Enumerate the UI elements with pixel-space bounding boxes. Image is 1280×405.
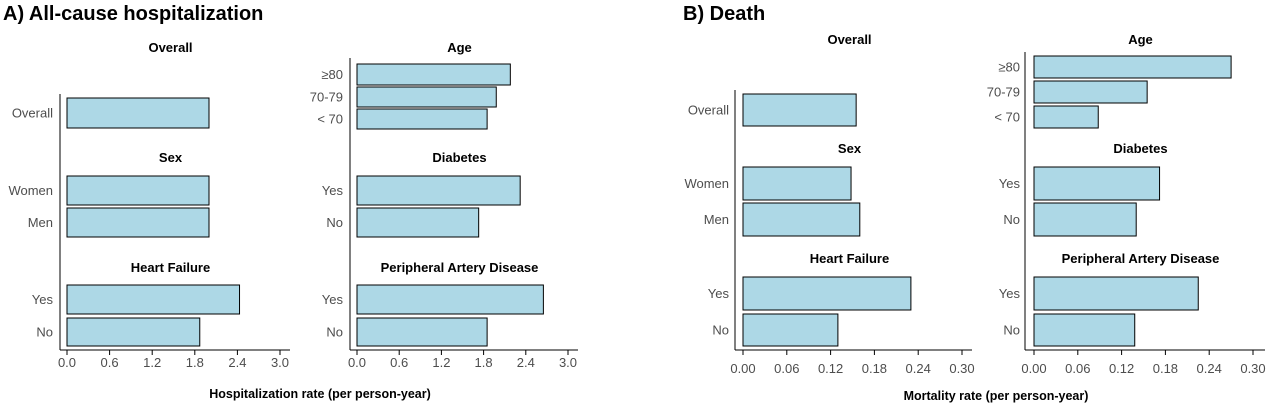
category-label: No bbox=[326, 325, 343, 340]
category-label: ≥80 bbox=[998, 60, 1020, 75]
x-tick-label: 0.12 bbox=[818, 361, 843, 376]
x-tick-label: 0.6 bbox=[101, 355, 119, 370]
x-tick-label: 0.06 bbox=[1065, 361, 1090, 376]
subplot-title: Sex bbox=[838, 141, 862, 156]
bar bbox=[66, 207, 210, 238]
subplot-title: Overall bbox=[827, 32, 871, 47]
subplot-title: Peripheral Artery Disease bbox=[1062, 251, 1220, 266]
bar bbox=[742, 202, 861, 237]
bar bbox=[356, 284, 544, 315]
subplot-title: Sex bbox=[159, 150, 183, 165]
bar bbox=[66, 284, 241, 315]
category-label: Men bbox=[704, 212, 729, 227]
category-label: No bbox=[1003, 323, 1020, 338]
bar bbox=[66, 175, 210, 206]
category-label: No bbox=[1003, 212, 1020, 227]
x-tick-label: 2.4 bbox=[228, 355, 246, 370]
bar bbox=[1033, 276, 1199, 311]
x-axis-title: Mortality rate (per person-year) bbox=[904, 389, 1089, 403]
x-axis-title: Hospitalization rate (per person-year) bbox=[209, 387, 431, 401]
x-tick-label: 0.30 bbox=[1240, 361, 1265, 376]
category-label: < 70 bbox=[994, 110, 1020, 125]
category-label: 70-79 bbox=[987, 85, 1020, 100]
x-tick-label: 0.18 bbox=[1153, 361, 1178, 376]
bar bbox=[742, 166, 852, 201]
bar bbox=[356, 63, 511, 86]
category-label: Yes bbox=[32, 292, 54, 307]
category-label: Yes bbox=[708, 286, 730, 301]
category-label: Women bbox=[684, 176, 729, 191]
panel-title: B) Death bbox=[683, 3, 765, 25]
subplot-title: Diabetes bbox=[432, 150, 486, 165]
bar bbox=[1033, 313, 1136, 347]
x-tick-label: 1.8 bbox=[475, 355, 493, 370]
bar bbox=[742, 93, 857, 127]
bar bbox=[356, 108, 488, 130]
category-label: No bbox=[36, 325, 53, 340]
x-tick-label: 0.24 bbox=[1197, 361, 1222, 376]
subplot-title: Overall bbox=[148, 40, 192, 55]
bar bbox=[742, 313, 839, 347]
category-label: Yes bbox=[322, 183, 344, 198]
x-tick-label: 2.4 bbox=[517, 355, 535, 370]
bar bbox=[1033, 55, 1232, 79]
category-label: Men bbox=[28, 215, 53, 230]
category-label: No bbox=[712, 323, 729, 338]
panel-title: A) All-cause hospitalization bbox=[3, 3, 263, 25]
subplot-title: Heart Failure bbox=[131, 260, 210, 275]
bar bbox=[1033, 105, 1099, 129]
x-tick-label: 0.0 bbox=[58, 355, 76, 370]
x-tick-label: 0.24 bbox=[906, 361, 931, 376]
x-tick-label: 0.12 bbox=[1109, 361, 1134, 376]
category-label: Women bbox=[8, 183, 53, 198]
x-tick-label: 0.0 bbox=[348, 355, 366, 370]
x-tick-label: 0.30 bbox=[949, 361, 974, 376]
x-tick-label: 0.00 bbox=[1021, 361, 1046, 376]
x-tick-label: 3.0 bbox=[559, 355, 577, 370]
category-label: 70-79 bbox=[310, 90, 343, 105]
category-label: Overall bbox=[12, 106, 53, 121]
bar bbox=[66, 317, 201, 347]
bar bbox=[356, 86, 497, 108]
x-tick-label: 0.6 bbox=[390, 355, 408, 370]
x-tick-label: 0.00 bbox=[730, 361, 755, 376]
bar bbox=[356, 175, 521, 206]
subplot-title: Heart Failure bbox=[810, 251, 889, 266]
x-tick-label: 3.0 bbox=[271, 355, 289, 370]
category-label: ≥80 bbox=[321, 67, 343, 82]
x-tick-label: 0.06 bbox=[774, 361, 799, 376]
category-label: Yes bbox=[999, 286, 1021, 301]
subplot-title: Age bbox=[447, 40, 472, 55]
subplot-title: Peripheral Artery Disease bbox=[381, 260, 539, 275]
x-tick-label: 1.2 bbox=[143, 355, 161, 370]
category-label: Overall bbox=[688, 103, 729, 118]
subplot-title: Diabetes bbox=[1113, 141, 1167, 156]
bar bbox=[742, 276, 912, 311]
subplot-title: Age bbox=[1128, 32, 1153, 47]
category-label: Yes bbox=[999, 176, 1021, 191]
category-label: Yes bbox=[322, 292, 344, 307]
category-label: No bbox=[326, 215, 343, 230]
x-tick-label: 0.18 bbox=[862, 361, 887, 376]
bar bbox=[1033, 166, 1161, 201]
bar bbox=[356, 207, 480, 238]
bar bbox=[66, 97, 210, 129]
x-tick-label: 1.2 bbox=[432, 355, 450, 370]
x-tick-label: 1.8 bbox=[186, 355, 204, 370]
bar bbox=[1033, 80, 1148, 104]
bar bbox=[1033, 202, 1137, 237]
category-label: < 70 bbox=[317, 112, 343, 127]
bar bbox=[356, 317, 488, 347]
